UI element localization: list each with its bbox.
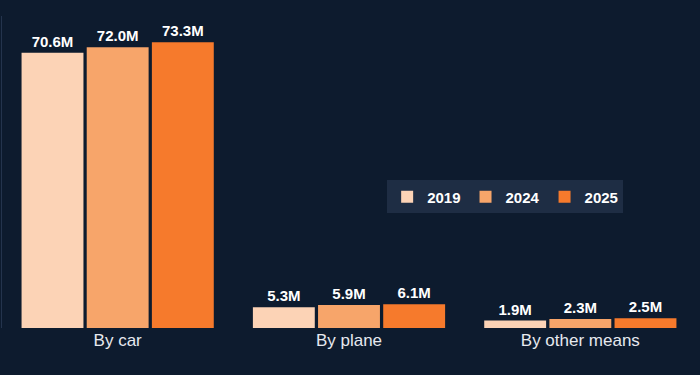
svg-text:6.1M: 6.1M: [397, 284, 430, 301]
svg-text:72.0M: 72.0M: [97, 27, 139, 44]
svg-text:73.3M: 73.3M: [162, 22, 204, 39]
svg-text:2024: 2024: [506, 189, 540, 206]
svg-text:2019: 2019: [427, 189, 460, 206]
svg-text:70.6M: 70.6M: [32, 33, 74, 50]
svg-text:2.5M: 2.5M: [629, 298, 662, 315]
svg-text:2025: 2025: [585, 189, 618, 206]
svg-text:2.3M: 2.3M: [564, 299, 597, 316]
svg-text:5.9M: 5.9M: [332, 285, 365, 302]
svg-text:By other means: By other means: [521, 331, 640, 350]
svg-text:1.9M: 1.9M: [498, 301, 531, 318]
svg-text:5.3M: 5.3M: [267, 287, 300, 304]
svg-text:By plane: By plane: [316, 331, 382, 350]
svg-text:By car: By car: [94, 331, 143, 350]
